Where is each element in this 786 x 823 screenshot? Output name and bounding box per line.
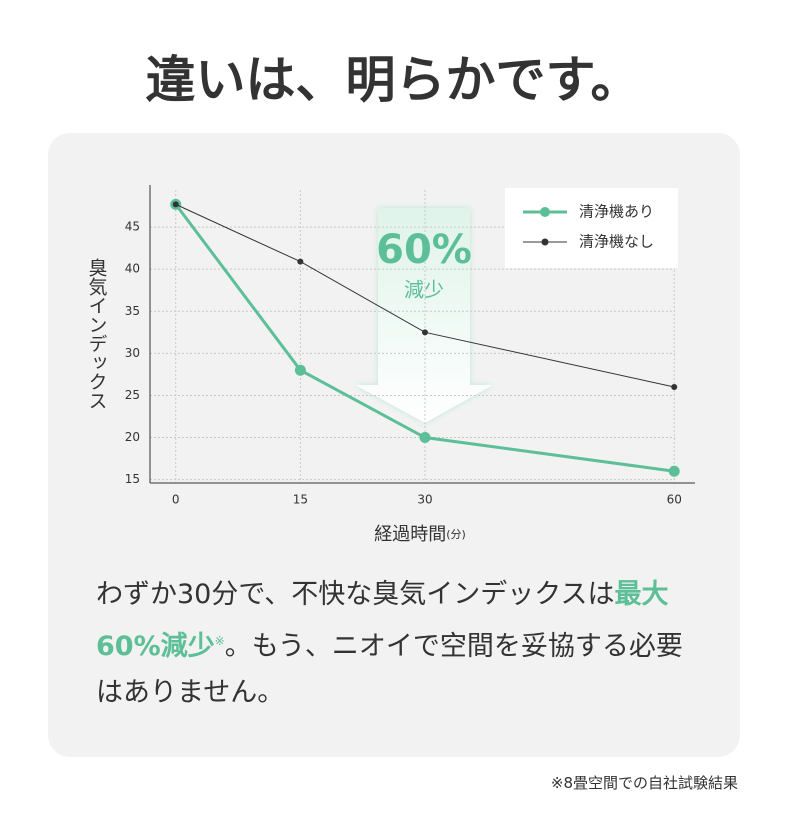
series-line	[174, 203, 675, 473]
data-point	[671, 384, 678, 391]
annotation-text: 減少	[404, 278, 444, 302]
data-point	[668, 465, 680, 477]
data-point	[421, 329, 428, 336]
x-tick-label: 60	[667, 493, 682, 507]
y-tick-label: 15	[125, 472, 140, 486]
data-point	[419, 432, 431, 444]
x-axis-label: 経過時間(分)	[374, 524, 466, 545]
y-tick-label: 30	[125, 346, 140, 360]
arrow	[355, 208, 493, 423]
y-tick-label: 25	[125, 388, 140, 402]
y-tick-label: 45	[125, 220, 140, 234]
y-axis-label: 臭気インデックス	[86, 258, 108, 410]
body-text-part: 。もう、ニオイで空間を妥協する必要はありません。	[96, 631, 683, 708]
legend-box	[505, 188, 678, 268]
data-point	[297, 258, 304, 265]
data-point	[294, 364, 306, 376]
highlight-text: 最大60%減少	[96, 579, 669, 662]
series-line	[175, 203, 675, 388]
y-tick-label: 35	[125, 304, 140, 318]
body-text-part: ※	[214, 634, 225, 648]
legend-marker	[540, 207, 550, 217]
x-axis-label-main: 経過時間	[374, 524, 446, 545]
annotation-value: 60%	[376, 227, 472, 273]
footnote: ※8畳空間での自社試験結果	[550, 774, 738, 792]
x-tick-label: 0	[172, 493, 180, 507]
y-tick-label: 40	[125, 262, 140, 276]
data-point	[172, 201, 179, 208]
legend-marker	[541, 238, 549, 246]
y-tick-label: 20	[125, 430, 140, 444]
body-text: わずか30分で、不快な臭気インデックスは最大60%減少※。もう、ニオイで空間を妥…	[96, 572, 706, 716]
x-tick-label: 15	[293, 493, 308, 507]
legend-label: 清浄機あり	[579, 203, 654, 221]
legend-label: 清浄機なし	[579, 233, 654, 251]
x-axis-label-unit: (分)	[446, 528, 466, 541]
page-title: 違いは、明らかです。	[145, 51, 641, 109]
x-tick-label: 30	[417, 493, 432, 507]
body-text-part: わずか30分で、不快な臭気インデックスは	[96, 579, 615, 610]
